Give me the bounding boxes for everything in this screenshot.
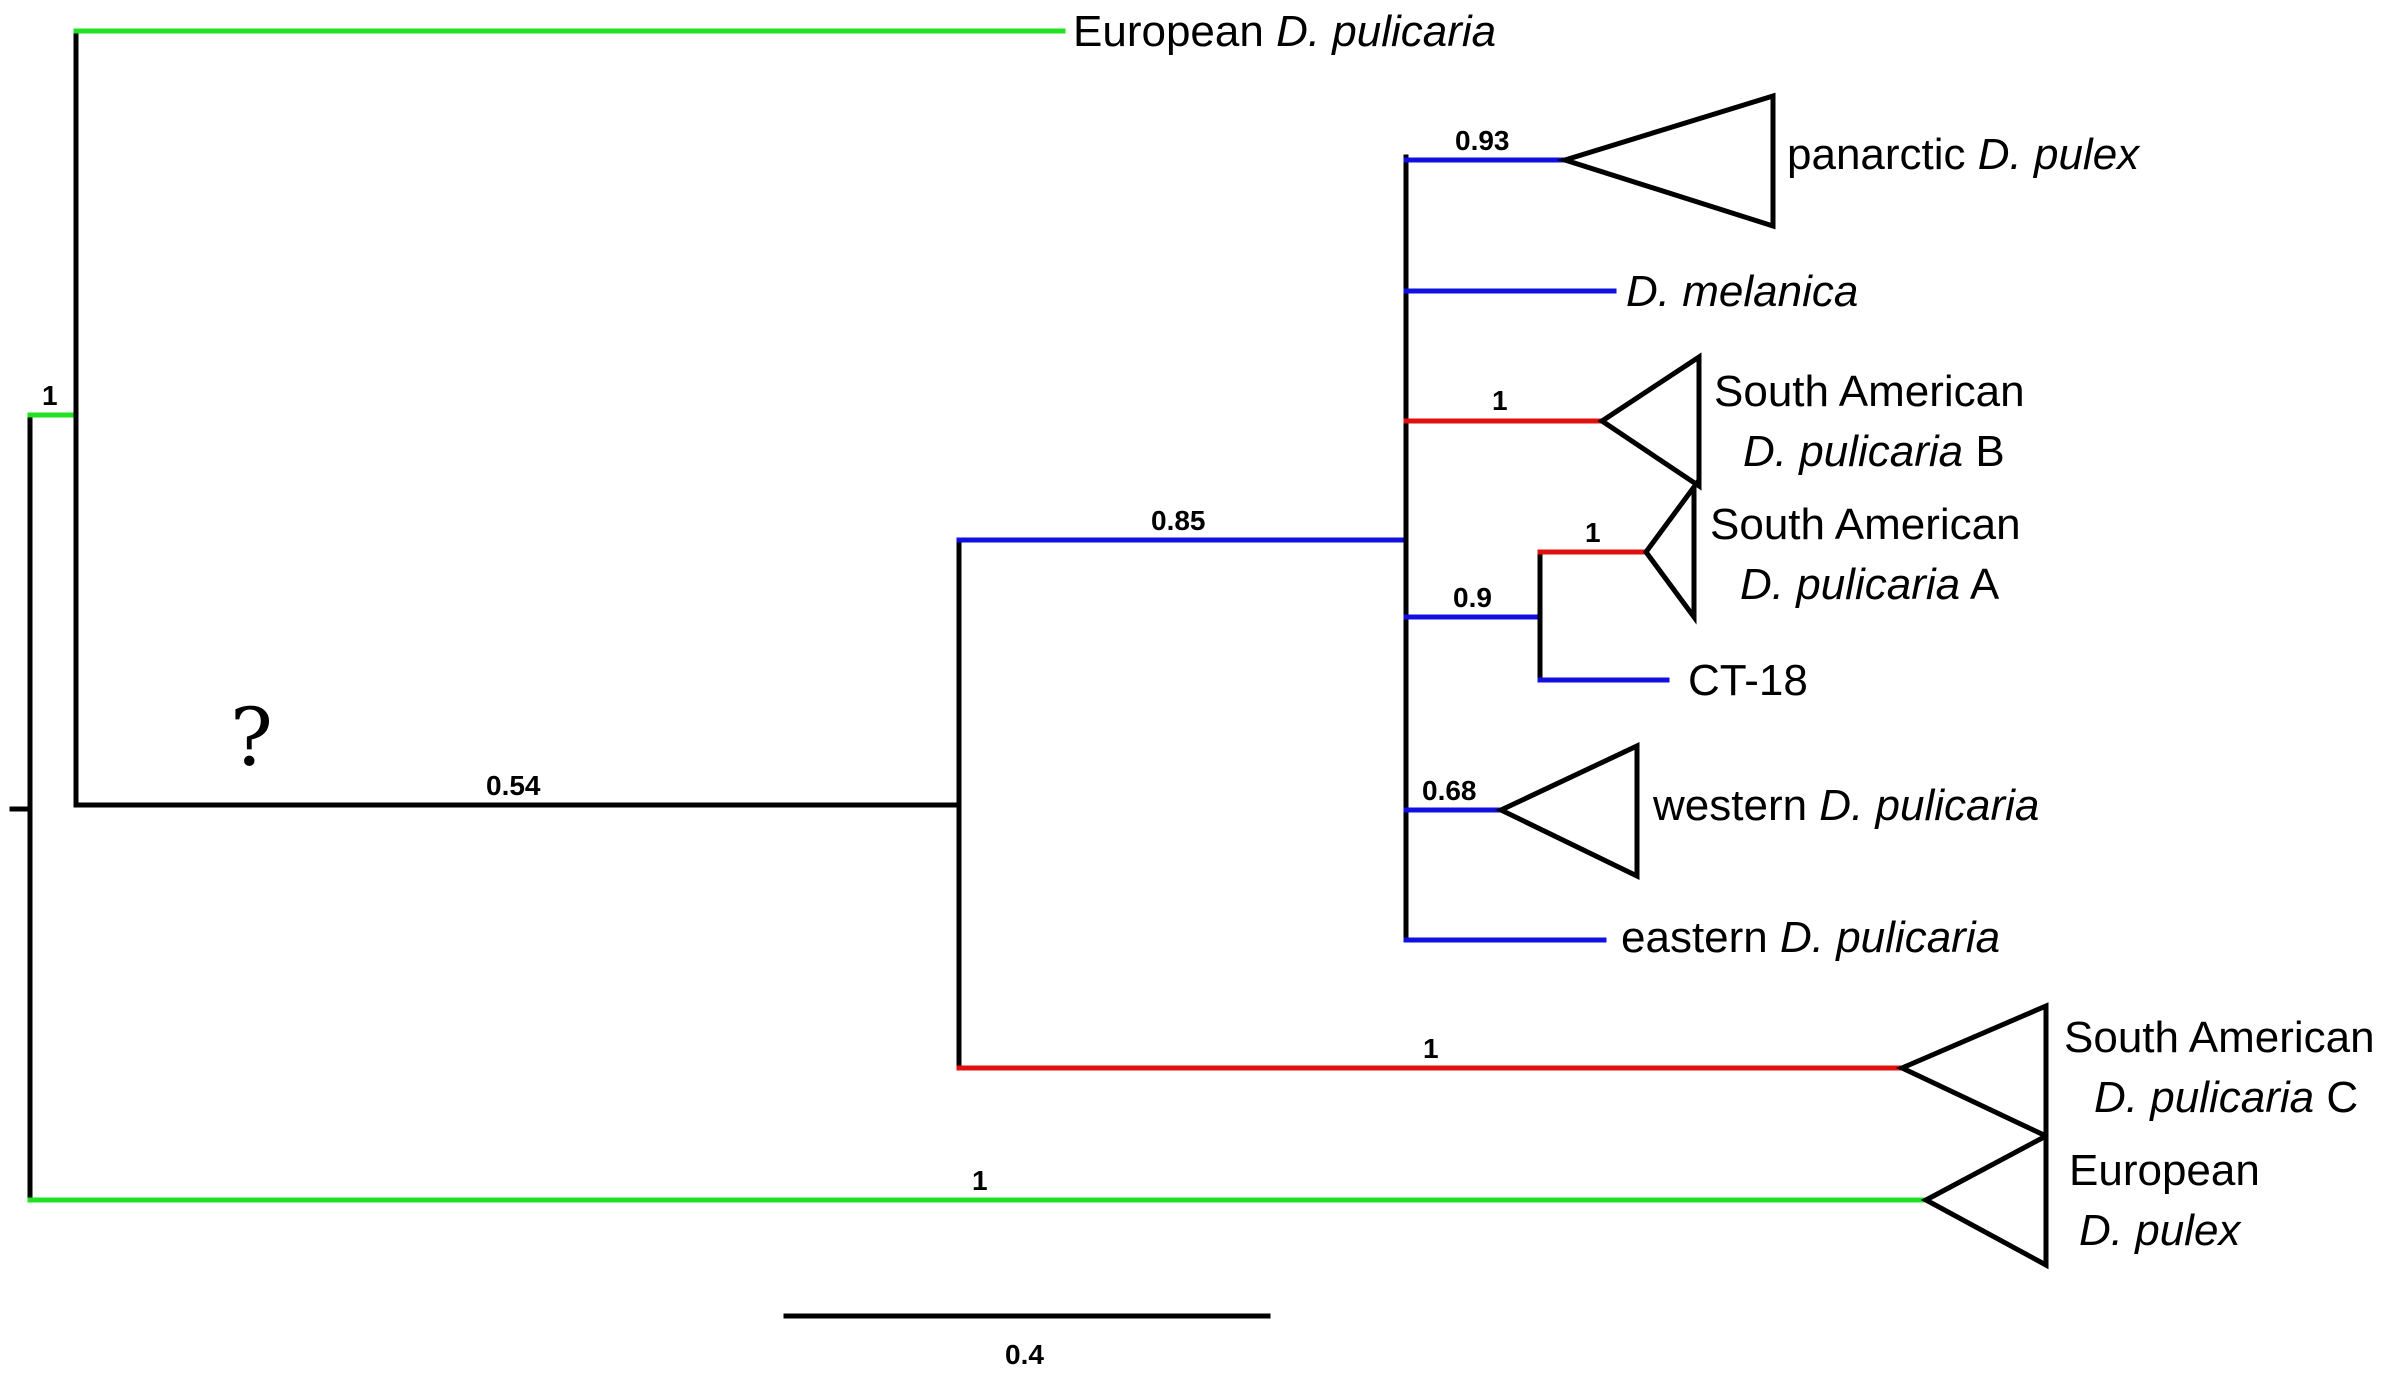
label-sa-a-line2: D. pulicaria A [1740,560,2000,609]
question-mark: ? [230,691,273,784]
support-western: 0.68 [1422,775,1477,806]
clade-triangle-western-pulicaria [1495,742,1640,880]
label-sa-b-line2: D. pulicaria B [1743,427,2005,476]
support-panarctic: 0.93 [1455,125,1510,156]
label-melanica: D. melanica [1626,267,1858,316]
label-western-pulicaria: western D. pulicaria [1652,781,2039,830]
scale-bar-label: 0.4 [1005,1339,1044,1370]
support-ct-group: 0.9 [1453,582,1492,613]
clade-triangle-sa-pulicaria-c [1895,1002,2049,1140]
label-ct18: CT-18 [1688,656,1808,705]
clade-triangle-european-pulex [1920,1131,2049,1270]
label-euro-pulex-line1: European [2069,1146,2260,1195]
label-panarctic-pulex: panarctic D. pulex [1787,130,2141,179]
support-root-upper: 1 [42,380,58,411]
clade-triangle-sa-pulicaria-b [1597,352,1702,491]
label-euro-pulex-line2: D. pulex [2079,1206,2242,1255]
label-sa-c-line2: D. pulicaria C [2094,1073,2358,1122]
support-sa-a: 1 [1585,517,1601,548]
support-euro-pulex: 1 [972,1165,988,1196]
label-sa-c-line1: South American [2064,1013,2375,1062]
support-085: 0.85 [1151,505,1206,536]
clade-triangle-panarctic-pulex [1556,92,1776,230]
support-sa-b: 1 [1492,385,1508,416]
label-sa-b-line1: South American [1714,367,2025,416]
clade-triangle-sa-pulicaria-a [1642,479,1697,625]
support-sa-c: 1 [1423,1033,1439,1064]
support-stem-054: 0.54 [486,770,541,801]
label-eastern-pulicaria: eastern D. pulicaria [1621,913,2000,962]
label-sa-a-line1: South American [1710,500,2021,549]
label-european-pulicaria: European D. pulicaria [1073,7,1496,56]
